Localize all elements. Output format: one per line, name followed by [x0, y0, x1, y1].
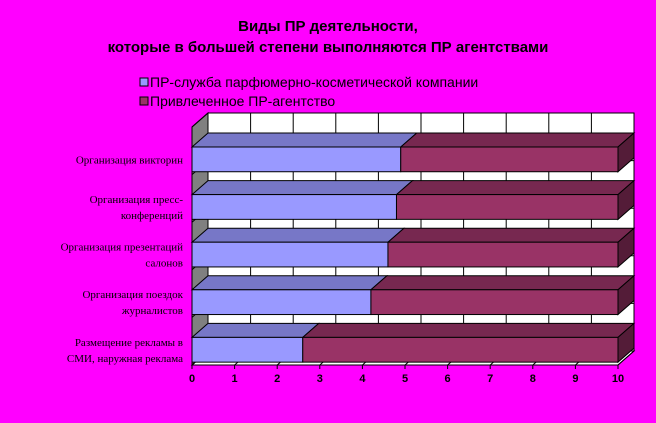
bar-top-face: [369, 275, 636, 291]
bar-company: [191, 194, 397, 220]
bar-top-face: [190, 322, 321, 338]
bar-top-face: [190, 227, 406, 243]
category-label: Организация пресс-конференций: [90, 194, 184, 222]
bar-agency: [302, 336, 619, 363]
category-label-line: Организация поездок: [82, 289, 183, 301]
bar-side-face: [617, 131, 635, 173]
category-label: Организация поездок журналистов: [82, 289, 183, 317]
bar-top-face: [395, 180, 636, 196]
bar-company: [191, 336, 304, 363]
x-tick-label: 0: [189, 373, 195, 385]
bar-top-face: [399, 132, 636, 148]
bar-side-face: [617, 322, 635, 364]
x-tick-label: 8: [530, 373, 536, 385]
chart-title-line-1: Виды ПР деятельности,: [238, 18, 418, 35]
legend-label-company: ПР-служба парфюмерно-косметической компа…: [150, 74, 478, 90]
legend-label-agency: Привлеченное ПР-агентство: [150, 93, 335, 109]
bar-top-face: [190, 180, 414, 196]
category-label-line: Организация презентаций: [61, 242, 184, 254]
bar-company: [191, 146, 402, 173]
x-tick-label: 6: [445, 373, 451, 385]
category-label-line: конференций: [121, 210, 183, 222]
category-label-line: Организация викторин: [76, 154, 183, 166]
category-label-line: Организация пресс-: [90, 194, 184, 206]
chart-title-line-2: которые в большей степени выполняются ПР…: [108, 39, 549, 56]
bar-agency: [370, 289, 619, 316]
x-tick-label: 2: [274, 373, 280, 385]
grid-line-floor: [617, 350, 635, 366]
bar-side-face: [617, 227, 635, 269]
category-label: Организация презентаций салонов: [61, 242, 184, 270]
grid-line-side: [191, 112, 209, 128]
bar-agency: [400, 146, 619, 173]
x-tick-label: 3: [317, 373, 323, 385]
bar-top-face: [190, 275, 389, 291]
x-tick-label: 10: [612, 373, 624, 385]
x-tick-label: 1: [232, 373, 238, 385]
x-tick-label: 7: [487, 373, 493, 385]
legend-swatch-agency: [139, 96, 149, 106]
bar-top-face: [190, 132, 419, 148]
legend-swatch-company: [139, 77, 149, 87]
bar-company: [191, 241, 389, 268]
bar-agency: [387, 241, 619, 268]
category-label-line: журналистов: [121, 305, 183, 317]
bar-side-face: [617, 179, 635, 221]
bar-top-face: [301, 322, 636, 338]
category-label-line: Размещение рекламы в: [75, 337, 183, 349]
category-label-line: СМИ, наружная реклама: [67, 353, 183, 365]
x-tick-label: 9: [572, 373, 578, 385]
x-tick-label: 4: [359, 373, 366, 385]
bar-company: [191, 289, 372, 316]
category-label: Организация викторин: [76, 154, 183, 166]
bar-side-face: [617, 274, 635, 316]
plot-area: Организация викторин Организация пресс-ко…: [61, 111, 636, 385]
bar-top-face: [386, 227, 636, 243]
category-label: Размещение рекламы в СМИ, наружная реклам…: [67, 337, 183, 365]
bar-agency: [395, 194, 619, 220]
x-tick-label: 5: [402, 373, 408, 385]
category-label-line: салонов: [145, 258, 183, 270]
